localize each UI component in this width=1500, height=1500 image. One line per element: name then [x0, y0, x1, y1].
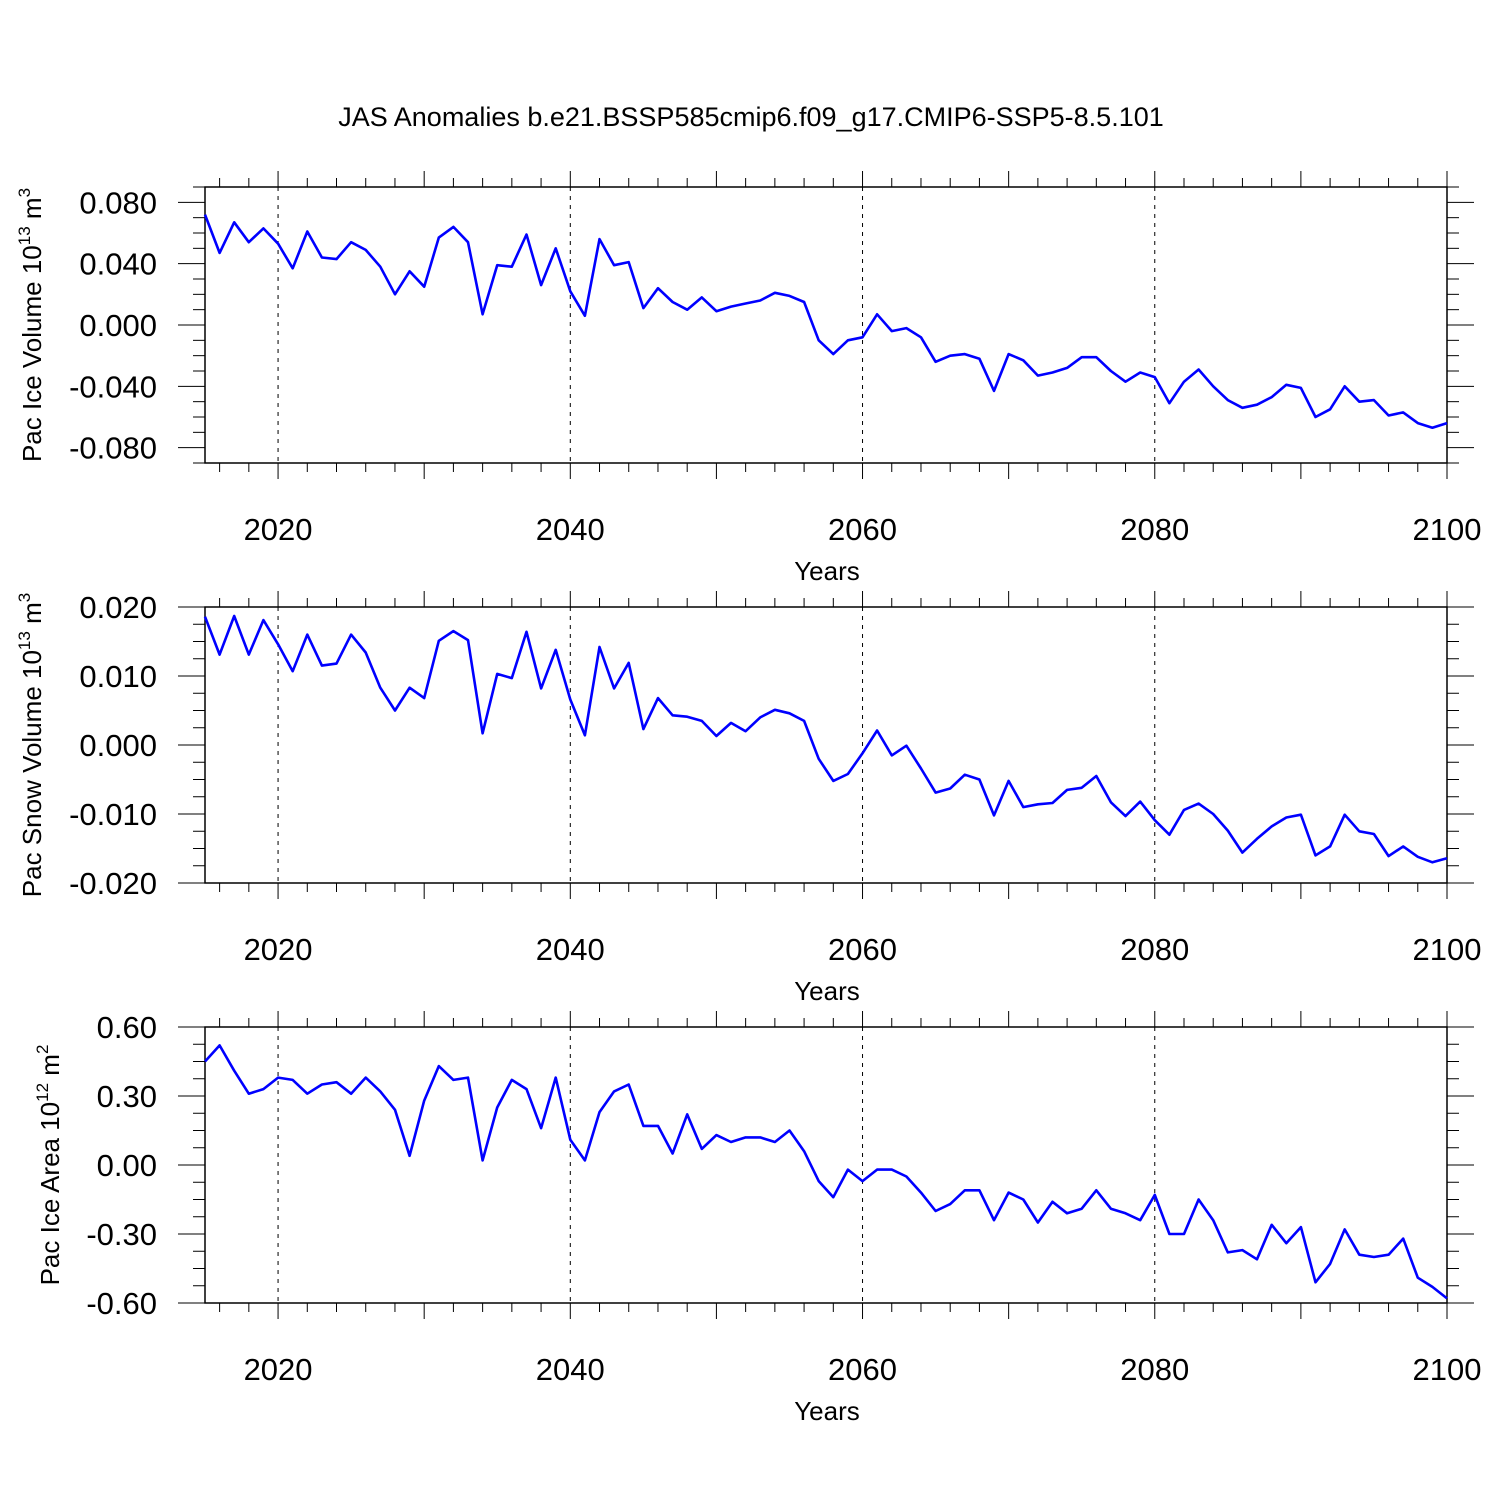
- y-axis-label: Pac Snow Volume 1013 m3: [15, 593, 47, 897]
- x-axis-label: Years: [794, 1396, 860, 1426]
- x-tick-label: 2040: [536, 932, 605, 967]
- y-tick-label: 0.040: [79, 247, 157, 282]
- plot-frame: [204, 606, 1448, 884]
- y-tick-label: -0.010: [69, 797, 157, 832]
- y-tick-label: 0.000: [79, 728, 157, 763]
- y-tick-label: 0.30: [97, 1079, 157, 1114]
- y-axis-label: Pac Ice Volume 1013 m3: [15, 188, 47, 462]
- x-tick-label: 2020: [244, 1352, 313, 1387]
- y-tick-label: 0.020: [79, 590, 157, 625]
- series-line: [203, 214, 1448, 430]
- y-tick-label: -0.040: [69, 369, 157, 404]
- series-line: [204, 1044, 1448, 1300]
- x-tick-label: 2100: [1413, 512, 1482, 547]
- x-tick-label: 2040: [536, 512, 605, 547]
- x-tick-label: 2080: [1120, 512, 1189, 547]
- x-tick-label: 2060: [828, 512, 897, 547]
- series-line: [203, 614, 1448, 864]
- chart-title: JAS Anomalies b.e21.BSSP585cmip6.f09_g17…: [338, 102, 1164, 132]
- plot-frame: [204, 1026, 1448, 1304]
- x-axis-label: Years: [794, 556, 860, 586]
- chart-panel-1: 2020 2040 2060 2080 2100 Years 0.080 0.040 0.000…: [15, 171, 1481, 586]
- y-axis-label: Pac Ice Area 1012 m2: [33, 1045, 65, 1286]
- x-tick-label: 2100: [1413, 932, 1482, 967]
- y-tick-label: -0.30: [86, 1217, 157, 1252]
- y-tick-label: 0.000: [79, 308, 157, 343]
- y-tick-label: 0.080: [79, 185, 157, 220]
- chart-panel-3: 2020 2040 2060 2080 2100 Years 0.60 0.30 0.00 -0.…: [33, 1010, 1481, 1426]
- y-tick-label: 0.00: [97, 1148, 157, 1183]
- x-tick-label: 2100: [1413, 1352, 1482, 1387]
- chart-panel-2: 2020 2040 2060 2080 2100 Years 0.020 0.010 0.000…: [15, 590, 1481, 1006]
- x-axis-label: Years: [794, 976, 860, 1006]
- y-tick-label: -0.60: [86, 1286, 157, 1321]
- y-tick-label: 0.60: [97, 1010, 157, 1045]
- y-tick-label: -0.080: [69, 431, 157, 466]
- x-tick-label: 2060: [828, 1352, 897, 1387]
- x-tick-label: 2060: [828, 932, 897, 967]
- x-tick-label: 2040: [536, 1352, 605, 1387]
- plot-frame: [204, 186, 1448, 464]
- y-tick-label: 0.010: [79, 659, 157, 694]
- y-tick-label: -0.020: [69, 866, 157, 901]
- x-tick-label: 2080: [1120, 1352, 1189, 1387]
- x-tick-label: 2020: [244, 512, 313, 547]
- x-tick-label: 2020: [244, 932, 313, 967]
- x-tick-label: 2080: [1120, 932, 1189, 967]
